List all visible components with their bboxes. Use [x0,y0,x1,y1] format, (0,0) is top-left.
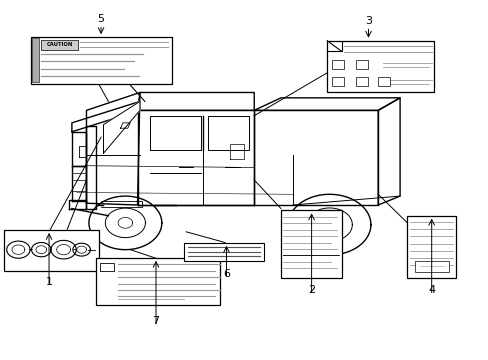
Text: 6: 6 [223,269,229,279]
Polygon shape [254,98,399,111]
Polygon shape [72,166,86,202]
Polygon shape [254,111,377,205]
Bar [183,243,264,261]
Polygon shape [137,93,254,111]
Bar [377,77,389,86]
Polygon shape [69,200,86,208]
Bar [331,77,343,86]
Bar [331,60,343,69]
Bar [4,230,99,271]
Text: 1: 1 [45,277,52,287]
Polygon shape [72,102,140,132]
Bar [356,60,367,69]
Bar [414,261,448,272]
Text: 4: 4 [427,285,434,295]
Polygon shape [86,126,96,208]
Text: 3: 3 [364,16,371,26]
Bar [30,37,171,84]
Bar [407,216,455,278]
Polygon shape [207,116,249,150]
Text: 5: 5 [98,14,104,24]
Bar [41,40,78,50]
Bar [281,210,341,278]
Bar [356,77,367,86]
Text: 2: 2 [307,285,315,295]
Bar [96,258,220,305]
Polygon shape [103,102,140,153]
Bar [32,38,39,82]
Polygon shape [72,132,86,166]
Polygon shape [86,93,140,205]
Text: CAUTION: CAUTION [46,42,73,48]
Bar [100,262,114,271]
Bar [326,41,433,93]
Polygon shape [149,116,201,150]
Polygon shape [137,111,254,205]
Text: 7: 7 [152,316,159,326]
Polygon shape [377,98,399,205]
